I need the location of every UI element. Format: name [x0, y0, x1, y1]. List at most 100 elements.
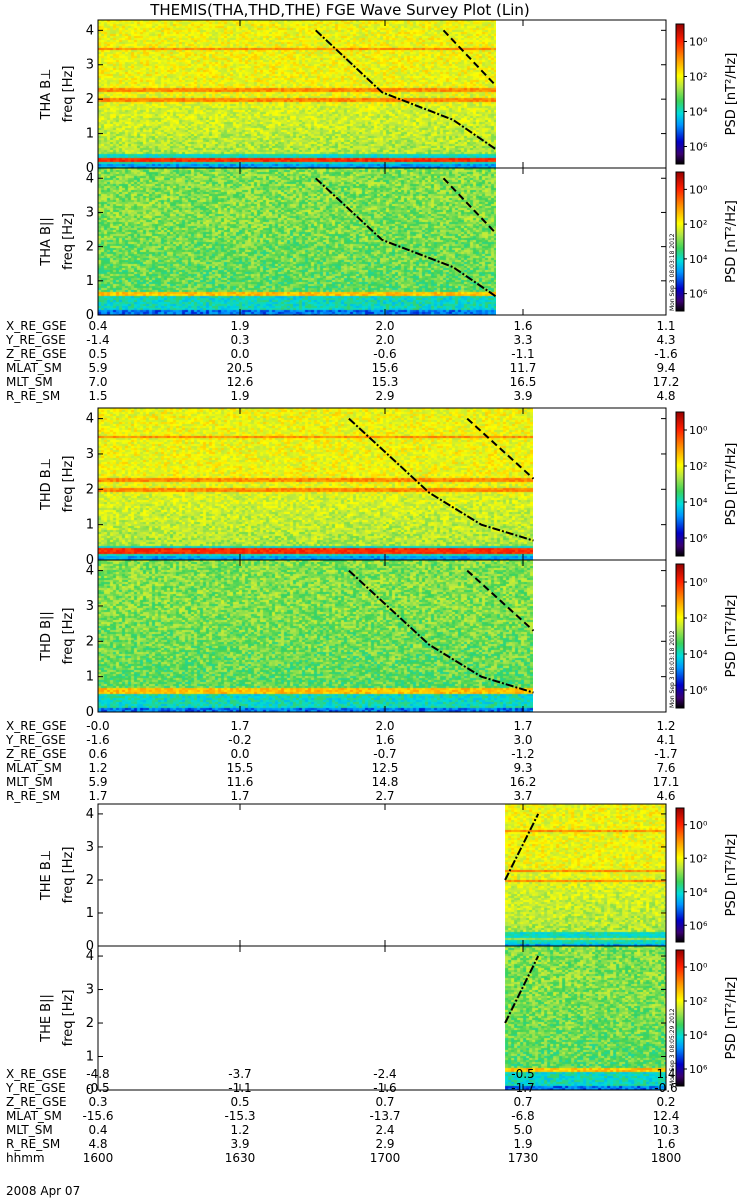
- colorbar: [675, 949, 685, 1087]
- y-tick-label: 1: [86, 274, 94, 289]
- ephemeris-value: -0.2: [228, 733, 251, 747]
- ephemeris-value: 1700: [370, 1151, 401, 1165]
- overlay-curve: [442, 29, 497, 87]
- panels-layer: 0 1 2 3 4 THA B⊥ freq [Hz] 10⁶ 10⁴ 10² 10⁰ PSD [nT²…: [39, 19, 739, 1098]
- ephemeris-value: -1.1: [511, 347, 534, 361]
- ephemeris-value: 1.7: [88, 789, 107, 803]
- ephemeris-value: 17.2: [653, 375, 680, 389]
- freq-axis-label: freq [Hz]: [61, 213, 76, 270]
- colorbar-tick-label: 10⁶: [689, 532, 708, 545]
- ephemeris-value: 2.9: [375, 389, 394, 403]
- y-tick-label: 3: [86, 205, 94, 220]
- spectrogram-image: [505, 804, 667, 946]
- ephemeris-value: -1.1: [228, 1081, 251, 1095]
- ephemeris-value: -3.7: [228, 1067, 251, 1081]
- y-tick-label: 1: [86, 127, 94, 142]
- ephemeris-value: -1.6: [373, 1081, 396, 1095]
- y-tick-label: 2: [86, 92, 94, 107]
- colorbar-tick-label: 10⁶: [689, 919, 708, 932]
- ephemeris-value: 5.9: [88, 775, 107, 789]
- freq-axis-label: freq [Hz]: [61, 608, 76, 665]
- ephemeris-value: 3.9: [513, 389, 532, 403]
- ephemeris-value: 2.9: [375, 1137, 394, 1151]
- ephemeris-row-label: R_RE_SM: [6, 789, 60, 803]
- ephemeris-value: 15.3: [372, 375, 399, 389]
- colorbar-tick-label: 10²: [689, 995, 707, 1008]
- ephemeris-value: 2.0: [375, 333, 394, 347]
- colorbar-label: PSD [nT²/Hz]: [724, 443, 739, 526]
- plot-title: THEMIS(THA,THD,THE) FGE Wave Survey Plot…: [149, 1, 530, 19]
- ephemeris-value: 1.6: [375, 733, 394, 747]
- panel-label: THD B⊥: [39, 458, 54, 511]
- y-tick-label: 0: [86, 1083, 94, 1098]
- ephemeris-value: 0.0: [230, 347, 249, 361]
- overlay-curve: [315, 29, 497, 150]
- freq-axis-label: freq [Hz]: [61, 456, 76, 513]
- ephemeris-value: 9.4: [656, 361, 675, 375]
- ephemeris-value: 1.2: [230, 1123, 249, 1137]
- freq-axis-label: freq [Hz]: [61, 847, 76, 904]
- ephemeris-value: -0.6: [373, 347, 396, 361]
- y-tick-label: 0: [86, 939, 94, 954]
- colorbar-tick-label: 10⁴: [689, 648, 708, 661]
- ephemeris-row-label: MLAT_SM: [6, 1109, 62, 1123]
- ephemeris-value: 11.7: [510, 361, 537, 375]
- y-tick-label: 1: [86, 1050, 94, 1065]
- ephemeris-value: 16.2: [510, 775, 537, 789]
- ephemeris-value: 14.8: [372, 775, 399, 789]
- freq-axis-label: freq [Hz]: [61, 990, 76, 1047]
- ephemeris-value: 3.9: [230, 1137, 249, 1151]
- overlay-curve: [504, 955, 540, 1024]
- overlay-curve: [504, 813, 540, 881]
- colorbar-label: PSD [nT²/Hz]: [724, 595, 739, 678]
- y-tick-label: 3: [86, 599, 94, 614]
- ephemeris-value: -6.8: [511, 1109, 534, 1123]
- ephemeris-value: 1.2: [88, 761, 107, 775]
- overlay-curve: [348, 417, 534, 542]
- y-tick-label: 1: [86, 518, 94, 533]
- ephemeris-value: -1.6: [86, 733, 109, 747]
- panel-label: THE B⊥: [39, 850, 54, 901]
- ephemeris-value: 1.9: [230, 319, 249, 333]
- ephemeris-value: -0.5: [511, 1067, 534, 1081]
- ephemeris-value: 9.3: [513, 761, 532, 775]
- ephemeris-value: 0.2: [656, 1095, 675, 1109]
- ephemeris-value: 10.3: [653, 1123, 680, 1137]
- panel-thd-bpar: 0 1 2 3 4 THD B|| freq [Hz] 10⁶ 10⁴ 10² 10⁰ PSD [nT…: [39, 559, 739, 720]
- ephemeris-value: 2.7: [375, 789, 394, 803]
- ephemeris-value: 1730: [508, 1151, 539, 1165]
- overlay-curve: [348, 569, 534, 694]
- ephemeris-value: 5.9: [88, 361, 107, 375]
- ephemeris-value: 4.3: [656, 333, 675, 347]
- ephemeris-value: -1.7: [654, 747, 677, 761]
- overlay-curve: [315, 177, 497, 298]
- colorbar-tick-label: 10⁴: [689, 1029, 708, 1042]
- panel-tha-bperp: 0 1 2 3 4 THA B⊥ freq [Hz] 10⁶ 10⁴ 10² 10⁰ PSD [nT²…: [39, 19, 739, 176]
- y-tick-label: 0: [86, 161, 94, 176]
- panel-label: THA B⊥: [39, 69, 54, 121]
- timestamp-stamp: Mon Sep 3 08:05:29 2012: [669, 1008, 676, 1086]
- overlay-curve: [466, 569, 535, 632]
- colorbar: [675, 23, 685, 165]
- ephemeris-value: -2.4: [373, 1067, 396, 1081]
- colorbar-tick-label: 10²: [689, 71, 707, 84]
- ephemeris-value: 15.6: [372, 361, 399, 375]
- ephemeris-value: 0.6: [88, 747, 107, 761]
- colorbar: [675, 807, 685, 943]
- ephemeris-value: -0.5: [86, 1081, 109, 1095]
- ephemeris-row-label: hhmm: [6, 1151, 45, 1165]
- colorbar-label: PSD [nT²/Hz]: [724, 977, 739, 1060]
- ephemeris-value: 1.1: [656, 319, 675, 333]
- colorbar-tick-label: 10⁴: [689, 496, 708, 509]
- ephemeris-value: 4.1: [656, 733, 675, 747]
- ephemeris-value: -4.8: [86, 1067, 109, 1081]
- y-tick-label: 0: [86, 553, 94, 568]
- ephemeris-value: 1.2: [656, 719, 675, 733]
- panel-label: THE B||: [39, 994, 54, 1043]
- ephemeris-row-label: R_RE_SM: [6, 389, 60, 403]
- ephemeris-value: 17.1: [653, 775, 680, 789]
- spectrogram-image: [98, 168, 496, 315]
- colorbar-tick-label: 10⁴: [689, 253, 708, 266]
- ephemeris-value: 1.9: [230, 389, 249, 403]
- colorbar: [675, 563, 685, 709]
